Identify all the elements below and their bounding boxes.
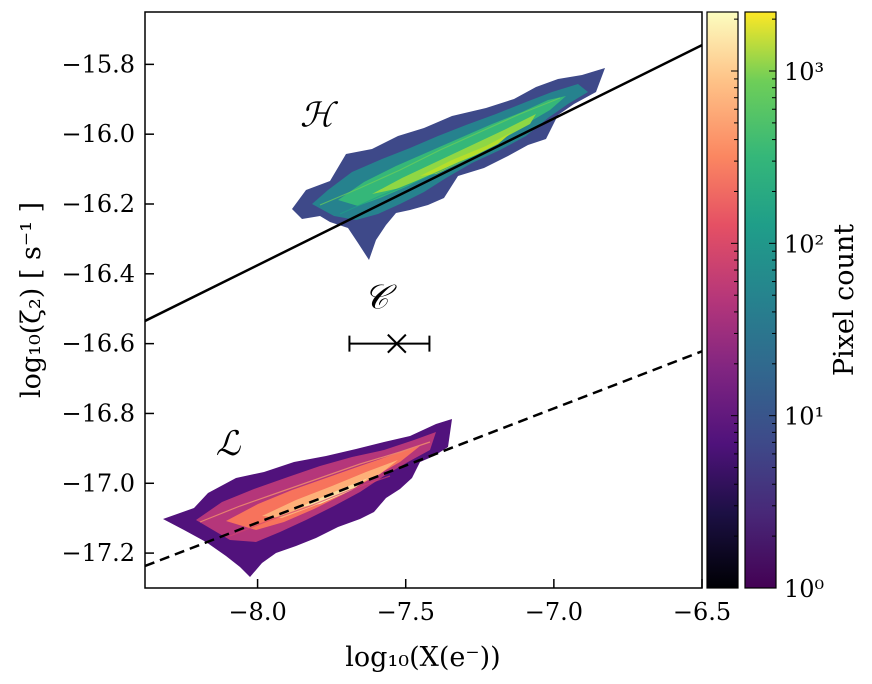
y-tick-label: −17.2 — [61, 539, 135, 567]
y-tick-label: −16.8 — [61, 399, 135, 427]
colorbar-tick-label: 10⁰ — [784, 575, 824, 603]
plot-frame — [144, 11, 703, 589]
y-axis-label: log₁₀(ζ₂) [ s⁻¹ ] — [16, 202, 47, 398]
y-tick-label: −15.8 — [61, 50, 135, 78]
colorbar-magma — [706, 11, 739, 589]
y-tick-label: −16.0 — [61, 120, 135, 148]
x-tick-label: −7.5 — [377, 598, 435, 626]
region-h-density — [292, 68, 605, 260]
x-tick-label: −6.5 — [673, 598, 731, 626]
x-tick-label: −7.0 — [525, 598, 583, 626]
y-tick-label: −17.0 — [61, 469, 135, 497]
c-point — [348, 333, 431, 354]
y-tick-label: −16.4 — [61, 260, 135, 288]
colorbar-axis: 10⁰ 10¹ 10² 10³ — [731, 18, 824, 603]
colorbar-tick-label: 10¹ — [784, 403, 824, 431]
x-axis-label: log₁₀(X(e⁻)) — [345, 642, 500, 673]
y-axis: −15.8 −16.0 −16.2 −16.4 −16.6 −16.8 −17.0 −17.2 — [61, 50, 154, 567]
region-label-h: ℋ — [300, 96, 339, 136]
colorbar-viridis — [744, 11, 777, 589]
h-fit-line — [145, 44, 702, 323]
colorbar-tick-label: 10³ — [784, 58, 824, 86]
c-marker-stroke-b — [387, 333, 407, 354]
l-fit-line — [145, 350, 702, 568]
y-tick-label: −16.2 — [61, 190, 135, 218]
x-axis: −8.0 −7.5 −7.0 −6.5 — [228, 579, 731, 626]
colorbar-tick-label: 10² — [784, 230, 824, 258]
region-label-l: ℒ — [216, 424, 242, 464]
x-tick-label: −8.0 — [228, 598, 286, 626]
y-tick-label: −16.6 — [61, 330, 135, 358]
colorbar-label: Pixel count — [829, 224, 860, 376]
